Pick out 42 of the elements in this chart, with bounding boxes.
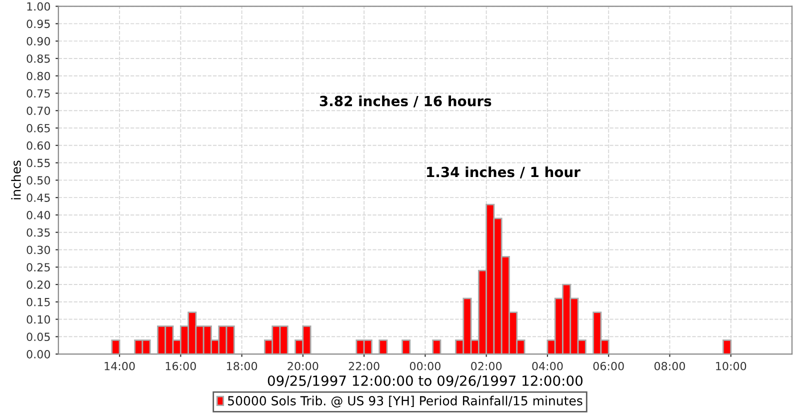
y-axis-title: inches (11, 160, 21, 200)
y-tick-label: 0.55 (26, 158, 50, 168)
bar (111, 339, 120, 354)
y-tick-label: 0.30 (26, 246, 50, 254)
bar (722, 339, 732, 354)
y-tick-label: 0.20 (26, 280, 50, 289)
y-tick-label: 0.45 (26, 194, 50, 202)
x-tick-label: 20:00 (288, 362, 318, 370)
y-tick-label: 0.50 (26, 176, 50, 185)
x-tick-label: 00:00 (410, 362, 440, 370)
x-tick-label: 22:00 (348, 362, 380, 370)
x-tick-label: 16:00 (166, 362, 196, 370)
y-tick-label: 0.35 (26, 228, 50, 237)
x-tick-label: 02:00 (471, 362, 502, 370)
y-tick-label: 1.00 (27, 2, 50, 11)
y-tick-label: 0.65 (26, 124, 50, 132)
y-tick-label: 0.25 (26, 263, 50, 272)
y-tick-label: 0.15 (26, 298, 50, 306)
y-tick-label: 0.00 (26, 350, 50, 358)
y-tick-label: 0.75 (26, 89, 50, 98)
annotation: 3.82 inches / 16 hours (320, 96, 492, 108)
x-tick-label: 04:00 (532, 362, 563, 370)
x-tick-label: 10:00 (716, 362, 746, 370)
y-tick-label: 0.95 (26, 20, 50, 28)
legend-label: 50000 Sols Trib. @ US 93 [YH] Period Rainfall/15 minutes (228, 396, 582, 408)
bar (432, 339, 442, 354)
y-tick-label: 0.85 (26, 54, 50, 63)
bar (402, 339, 411, 354)
y-tick-label: 0.10 (26, 315, 50, 324)
y-tick-label: 0.05 (26, 332, 50, 342)
x-axis-title: 09/25/1997 12:00:00 to 09/26/1997 12:00:00 (268, 375, 583, 388)
y-tick-label: 0.80 (26, 72, 50, 80)
x-tick-label: 06:00 (593, 362, 624, 370)
x-tick-label: 14:00 (104, 362, 135, 370)
x-tick-label: 08:00 (654, 362, 686, 370)
y-tick-label: 0.90 (26, 37, 50, 46)
y-tick-label: 0.60 (26, 141, 50, 150)
annotation: 1.34 inches / 1 hour (427, 166, 580, 178)
x-tick-label: 18:00 (227, 362, 258, 370)
bar (378, 339, 388, 354)
y-tick-label: 0.70 (26, 106, 50, 116)
y-tick-label: 0.40 (26, 210, 50, 220)
